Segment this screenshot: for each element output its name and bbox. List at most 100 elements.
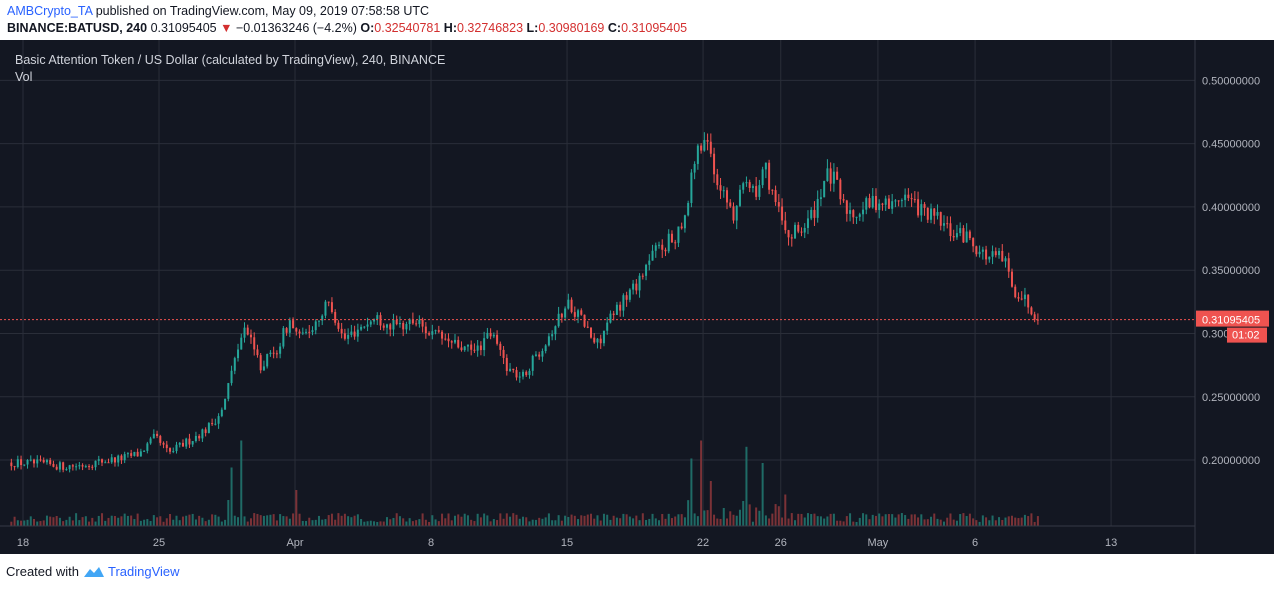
- candle-body: [926, 207, 929, 220]
- volume-bar: [528, 521, 531, 526]
- candle-body: [855, 216, 858, 218]
- candle-body: [42, 460, 45, 463]
- candle-body: [1017, 297, 1020, 299]
- volume-bar: [450, 520, 453, 526]
- candle-body: [881, 203, 884, 205]
- author-link[interactable]: AMBCrypto_TA: [7, 4, 93, 18]
- price-chart[interactable]: 0.50000000 0.45000000 0.40000000 0.35000000…: [0, 40, 1274, 554]
- candle-body: [230, 370, 233, 384]
- volume-bar: [460, 516, 463, 526]
- candle-body: [738, 189, 741, 206]
- candle-body: [227, 383, 230, 399]
- volume-bar: [340, 515, 343, 526]
- volume-bar: [437, 521, 440, 526]
- volume-bar: [544, 517, 547, 526]
- volume-bar: [638, 520, 641, 526]
- volume-bar: [819, 516, 822, 526]
- volume-bar: [839, 520, 842, 526]
- candle-body: [65, 469, 68, 471]
- candle-body: [664, 249, 667, 252]
- volume-bar: [136, 513, 139, 526]
- candle-body: [560, 313, 563, 318]
- volume-bar: [515, 514, 518, 526]
- volume-bar: [110, 515, 113, 526]
- candle-body: [648, 260, 651, 265]
- candle-body: [350, 331, 353, 335]
- volume-bar: [275, 520, 278, 526]
- volume-bar: [852, 521, 855, 526]
- candle-body: [528, 370, 531, 376]
- volume-bar: [625, 514, 628, 526]
- candle-body: [813, 209, 816, 218]
- candle-body: [551, 334, 554, 337]
- volume-bar: [926, 519, 929, 526]
- candle-body: [120, 455, 123, 461]
- candle-body: [742, 183, 745, 190]
- candle-body: [499, 343, 502, 350]
- candle-body: [334, 311, 337, 323]
- candle-body: [431, 331, 434, 335]
- last-price-box: [1196, 310, 1269, 327]
- candle-body: [978, 251, 981, 255]
- candle-body: [988, 256, 991, 260]
- candle-body: [126, 453, 129, 455]
- candle-body: [26, 460, 29, 465]
- price-tick-label: 0.20000000: [1202, 455, 1260, 467]
- candle-body: [104, 462, 107, 464]
- candle-body: [405, 324, 408, 330]
- price-axis[interactable]: 0.50000000 0.45000000 0.40000000 0.35000000…: [1202, 75, 1260, 467]
- volume-bar: [609, 519, 612, 526]
- candle-body: [133, 451, 136, 456]
- candle-body: [907, 194, 910, 199]
- candle-body: [709, 141, 712, 154]
- volume-bar: [751, 521, 754, 526]
- volume-bar: [418, 519, 421, 526]
- price-tick-label: 0.50000000: [1202, 75, 1260, 87]
- candle-body: [1020, 298, 1023, 300]
- candle-body: [353, 331, 356, 337]
- candle-body: [292, 320, 295, 329]
- volume-bar: [220, 521, 223, 526]
- volume-bar: [198, 515, 201, 526]
- candle-body: [305, 331, 308, 333]
- candle-body: [191, 441, 194, 445]
- candle-body: [389, 324, 392, 330]
- volume-bar: [560, 520, 563, 526]
- volume-bars: [10, 440, 1039, 526]
- volume-bar: [942, 521, 945, 526]
- volume-bar: [602, 513, 605, 526]
- volume-bar: [534, 519, 537, 526]
- candle-body: [959, 228, 962, 234]
- volume-bar: [567, 516, 570, 526]
- tradingview-brand-link[interactable]: TradingView: [107, 564, 180, 579]
- volume-label: Vol: [15, 70, 32, 84]
- volume-bar: [483, 513, 486, 526]
- volume-bar: [224, 519, 227, 526]
- candle-body: [968, 231, 971, 239]
- volume-bar: [123, 513, 126, 526]
- candle-body: [538, 354, 541, 357]
- volume-bar: [246, 521, 249, 526]
- volume-bar: [664, 518, 667, 526]
- candle-body: [534, 354, 537, 356]
- candle-body: [240, 337, 243, 350]
- volume-bar: [1020, 517, 1023, 526]
- candle-body: [858, 214, 861, 217]
- candle-body: [784, 220, 787, 231]
- candlestick-series[interactable]: [10, 132, 1039, 473]
- open-value: 0.32540781: [374, 21, 441, 35]
- candle-body: [457, 339, 460, 348]
- time-axis[interactable]: 18 25 Apr 8 15 22 26 May 6 13: [17, 537, 1117, 549]
- volume-bar: [217, 516, 220, 526]
- volume-bar: [946, 517, 949, 526]
- volume-bar: [130, 515, 133, 526]
- volume-bar: [674, 516, 677, 526]
- candle-body: [437, 330, 440, 332]
- volume-bar: [385, 517, 388, 526]
- volume-bar: [492, 519, 495, 526]
- candle-body: [434, 330, 437, 332]
- candle-body: [110, 457, 113, 463]
- publication-header: AMBCrypto_TA published on TradingView.co…: [7, 4, 429, 18]
- candle-body: [865, 198, 868, 210]
- volume-bar: [259, 515, 262, 526]
